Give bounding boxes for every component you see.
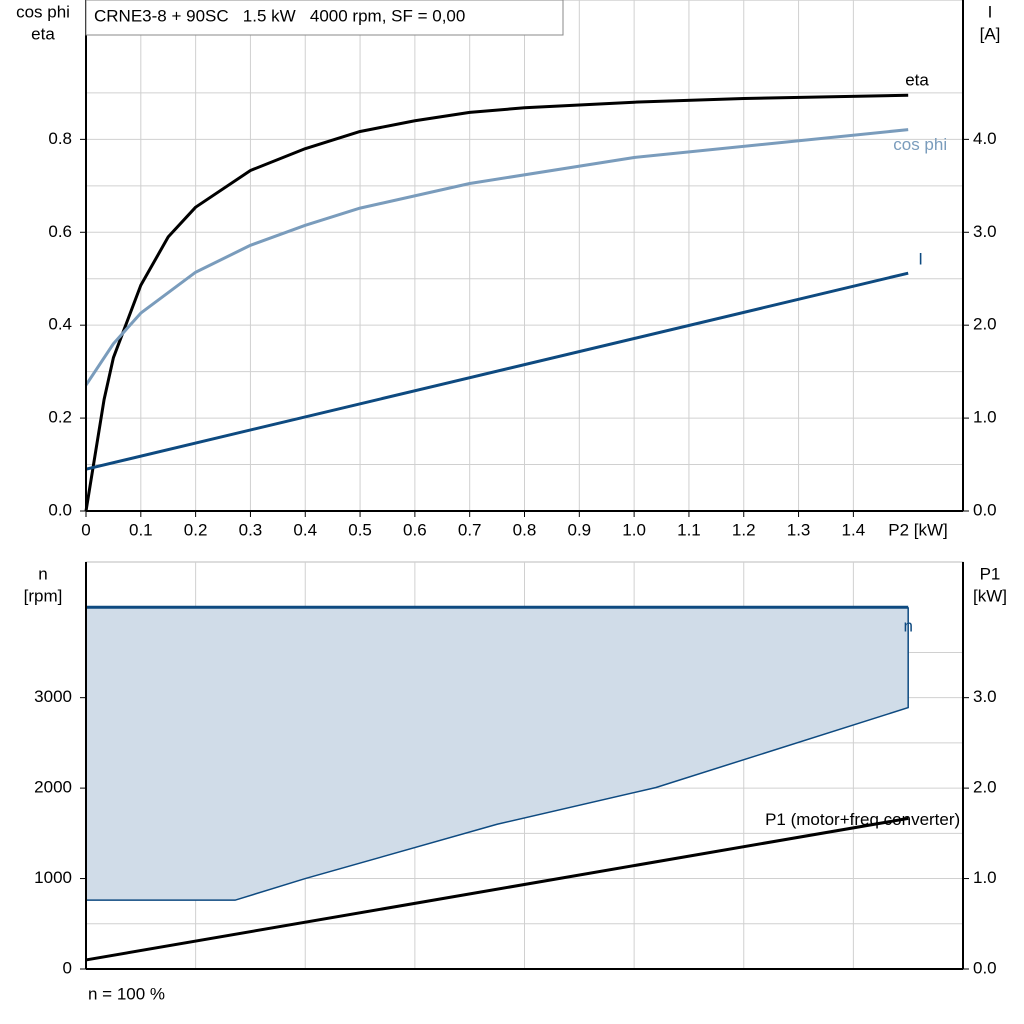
y2-tick-label: 1.0 xyxy=(973,868,997,887)
y2-tick-label: 2.0 xyxy=(973,315,997,334)
area xyxy=(86,607,909,901)
x-tick-label: 1.0 xyxy=(622,520,646,539)
y2-axis-label: [kW] xyxy=(973,586,1007,605)
series-label: cos phi xyxy=(893,135,947,154)
chart-title: CRNE3-8 + 90SC 1.5 kW 4000 rpm, SF = 0,0… xyxy=(94,6,465,25)
y2-tick-label: 0.0 xyxy=(973,500,997,519)
y2-tick-label: 4.0 xyxy=(973,129,997,148)
y-tick-label: 1000 xyxy=(34,868,72,887)
y2-tick-label: 0.0 xyxy=(973,958,997,977)
area-edge xyxy=(86,607,909,901)
y2-tick-label: 2.0 xyxy=(973,778,997,797)
x-tick-label: 0.3 xyxy=(239,520,263,539)
title-box xyxy=(85,0,564,36)
series-label: I xyxy=(918,250,923,269)
y-axis-label: cos phi xyxy=(16,2,70,21)
y-tick-label: 0.4 xyxy=(48,315,72,334)
x-tick-label: 0.2 xyxy=(184,520,208,539)
x-tick-label: 0.1 xyxy=(129,520,153,539)
x-tick-label: 1.4 xyxy=(842,520,866,539)
y2-axis-label: P1 xyxy=(980,564,1001,583)
y2-tick-label: 3.0 xyxy=(973,687,997,706)
line xyxy=(85,816,909,962)
series-label: eta xyxy=(905,71,929,90)
x-axis-label: P2 [kW] xyxy=(888,520,948,539)
x-tick-label: 0.7 xyxy=(458,520,482,539)
y2-tick-label: 3.0 xyxy=(973,222,997,241)
y-tick-label: 0.8 xyxy=(48,129,72,148)
x-tick-label: 1.1 xyxy=(677,520,701,539)
y-axis-label: n xyxy=(38,564,47,583)
x-tick-label: 0.5 xyxy=(348,520,372,539)
series-label: P1 (motor+freq converter) xyxy=(765,810,960,829)
line xyxy=(84,128,909,386)
y-axis-label: [rpm] xyxy=(24,586,63,605)
series-label: n xyxy=(903,617,912,636)
y2-tick-label: 1.0 xyxy=(973,408,997,427)
y-tick-label: 0.0 xyxy=(48,500,72,519)
y-tick-label: 3000 xyxy=(34,687,72,706)
y-tick-label: 2000 xyxy=(34,778,72,797)
annotation: n = 100 % xyxy=(88,984,165,1003)
x-tick-label: 0.4 xyxy=(293,520,317,539)
y2-axis-label: [A] xyxy=(980,24,1001,43)
x-tick-label: 0.9 xyxy=(567,520,591,539)
y-tick-label: 0.2 xyxy=(48,408,72,427)
line xyxy=(85,271,909,471)
x-tick-label: 1.2 xyxy=(732,520,756,539)
y2-axis-label: I xyxy=(988,2,993,21)
x-tick-label: 1.3 xyxy=(787,520,811,539)
y-tick-label: 0 xyxy=(63,958,72,977)
x-tick-label: 0.6 xyxy=(403,520,427,539)
x-tick-label: 0.8 xyxy=(513,520,537,539)
x-tick-label: 0 xyxy=(81,520,90,539)
y-axis-label: eta xyxy=(31,24,55,43)
y-tick-label: 0.6 xyxy=(48,222,72,241)
